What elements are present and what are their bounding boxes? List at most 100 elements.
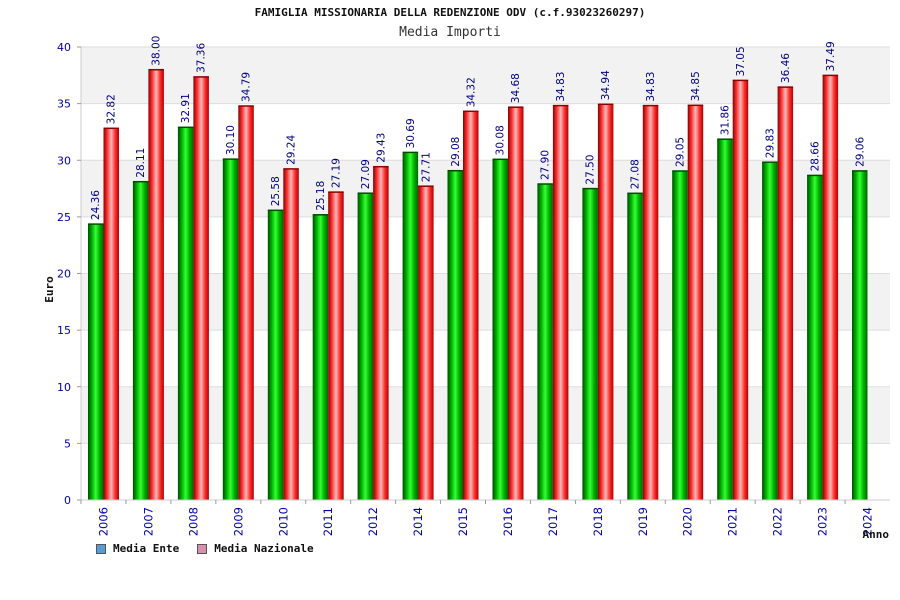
bar-ente xyxy=(402,152,419,500)
bar-ente xyxy=(88,224,104,500)
y-tick-label: 10 xyxy=(57,381,71,394)
data-label: 32.91 xyxy=(180,93,192,123)
bar-ente xyxy=(312,214,329,501)
data-label: 34.79 xyxy=(241,72,253,102)
grid-band xyxy=(81,47,890,104)
data-label: 38.00 xyxy=(151,36,163,66)
x-axis-title: Anno xyxy=(863,528,890,541)
data-label: 30.69 xyxy=(405,118,417,148)
data-label: 25.58 xyxy=(270,176,282,206)
data-label: 37.05 xyxy=(735,46,747,76)
data-label: 28.66 xyxy=(809,141,821,171)
x-tick-label: 2011 xyxy=(321,507,335,536)
data-label: 27.09 xyxy=(360,159,372,189)
bar-nazionale xyxy=(642,105,659,500)
bar-nazionale xyxy=(328,192,344,500)
grid-band xyxy=(81,273,890,331)
data-label: 25.18 xyxy=(315,181,327,211)
data-label: 34.83 xyxy=(555,72,567,102)
data-label: 29.43 xyxy=(375,133,387,163)
y-tick-label: 25 xyxy=(57,211,71,224)
bar-nazionale xyxy=(283,168,299,500)
bar-nazionale xyxy=(418,186,434,500)
bar-nazionale xyxy=(193,76,209,501)
bar-ente xyxy=(582,188,598,500)
data-label: 29.08 xyxy=(450,137,462,167)
bar-ente xyxy=(132,181,149,500)
legend-swatch-ente xyxy=(96,543,106,554)
y-axis-title: Euro xyxy=(43,276,56,303)
bar-ente xyxy=(852,170,868,500)
y-tick-label: 30 xyxy=(57,154,71,167)
x-tick-label: 2016 xyxy=(501,507,515,536)
data-label: 37.36 xyxy=(196,43,208,73)
bar-nazionale xyxy=(463,111,479,501)
x-tick-label: 2010 xyxy=(276,507,290,536)
x-tick-label: 2014 xyxy=(411,507,425,536)
bar-ente xyxy=(672,171,688,500)
data-label: 29.83 xyxy=(764,128,776,158)
bar-nazionale xyxy=(597,104,614,501)
bar-ente xyxy=(267,210,284,501)
x-tick-label: 2015 xyxy=(456,507,470,536)
chart-subtitle: Media Importi xyxy=(399,25,501,40)
bar-ente xyxy=(627,193,643,501)
x-tick-label: 2007 xyxy=(141,507,155,536)
legend-label-ente: Media Ente xyxy=(113,542,180,555)
data-label: 30.08 xyxy=(495,125,507,155)
data-label: 24.36 xyxy=(90,190,102,220)
legend: Media Ente Media Nazionale xyxy=(96,542,332,555)
legend-item-ente: Media Ente xyxy=(96,542,179,555)
data-label: 34.83 xyxy=(645,72,657,102)
data-label: 29.06 xyxy=(854,137,866,167)
x-tick-label: 2024 xyxy=(861,507,875,536)
bar-ente xyxy=(537,184,553,500)
data-label: 29.05 xyxy=(675,137,687,167)
bar-ente xyxy=(492,159,508,501)
bar-nazionale xyxy=(148,69,164,500)
bar-ente xyxy=(222,159,239,500)
bar-nazionale xyxy=(687,105,704,501)
x-tick-label: 2009 xyxy=(231,507,245,536)
data-label: 34.94 xyxy=(600,70,612,100)
y-tick-label: 0 xyxy=(64,494,71,507)
grid-band xyxy=(81,160,890,217)
y-tick-label: 15 xyxy=(57,324,71,337)
data-label: 32.82 xyxy=(106,94,118,124)
x-tick-label: 2017 xyxy=(546,507,560,536)
y-tick-label: 5 xyxy=(64,437,71,450)
bar-ente xyxy=(807,175,823,500)
y-tick-label: 40 xyxy=(57,41,71,54)
bar-ente xyxy=(447,170,463,500)
legend-label-nazionale: Media Nazionale xyxy=(214,542,314,555)
x-tick-label: 2008 xyxy=(186,507,200,536)
x-tick-label: 2019 xyxy=(636,507,650,536)
bar-ente xyxy=(357,193,374,500)
data-label: 34.32 xyxy=(465,77,477,107)
x-tick-label: 2022 xyxy=(771,507,785,536)
bar-nazionale xyxy=(822,75,839,501)
bar-ente xyxy=(177,127,194,501)
bar-nazionale xyxy=(732,80,749,501)
bar-nazionale xyxy=(777,87,794,500)
legend-item-nazionale: Media Nazionale xyxy=(197,542,314,555)
data-label: 36.46 xyxy=(780,53,792,83)
y-tick-label: 20 xyxy=(57,268,71,281)
bar-nazionale xyxy=(238,106,254,500)
data-label: 28.11 xyxy=(135,148,147,178)
data-label: 27.71 xyxy=(420,152,432,182)
x-tick-label: 2020 xyxy=(681,507,695,536)
data-label: 29.24 xyxy=(286,135,298,165)
bar-nazionale xyxy=(103,128,119,501)
y-tick-label: 35 xyxy=(57,98,71,111)
x-tick-label: 2021 xyxy=(726,507,740,536)
data-label: 27.19 xyxy=(330,158,342,188)
bar-nazionale xyxy=(373,166,389,500)
data-label: 30.10 xyxy=(225,125,237,155)
x-tick-label: 2006 xyxy=(97,507,111,536)
bar-nazionale xyxy=(552,105,569,500)
x-tick-label: 2012 xyxy=(366,507,380,536)
x-tick-label: 2018 xyxy=(591,507,605,536)
